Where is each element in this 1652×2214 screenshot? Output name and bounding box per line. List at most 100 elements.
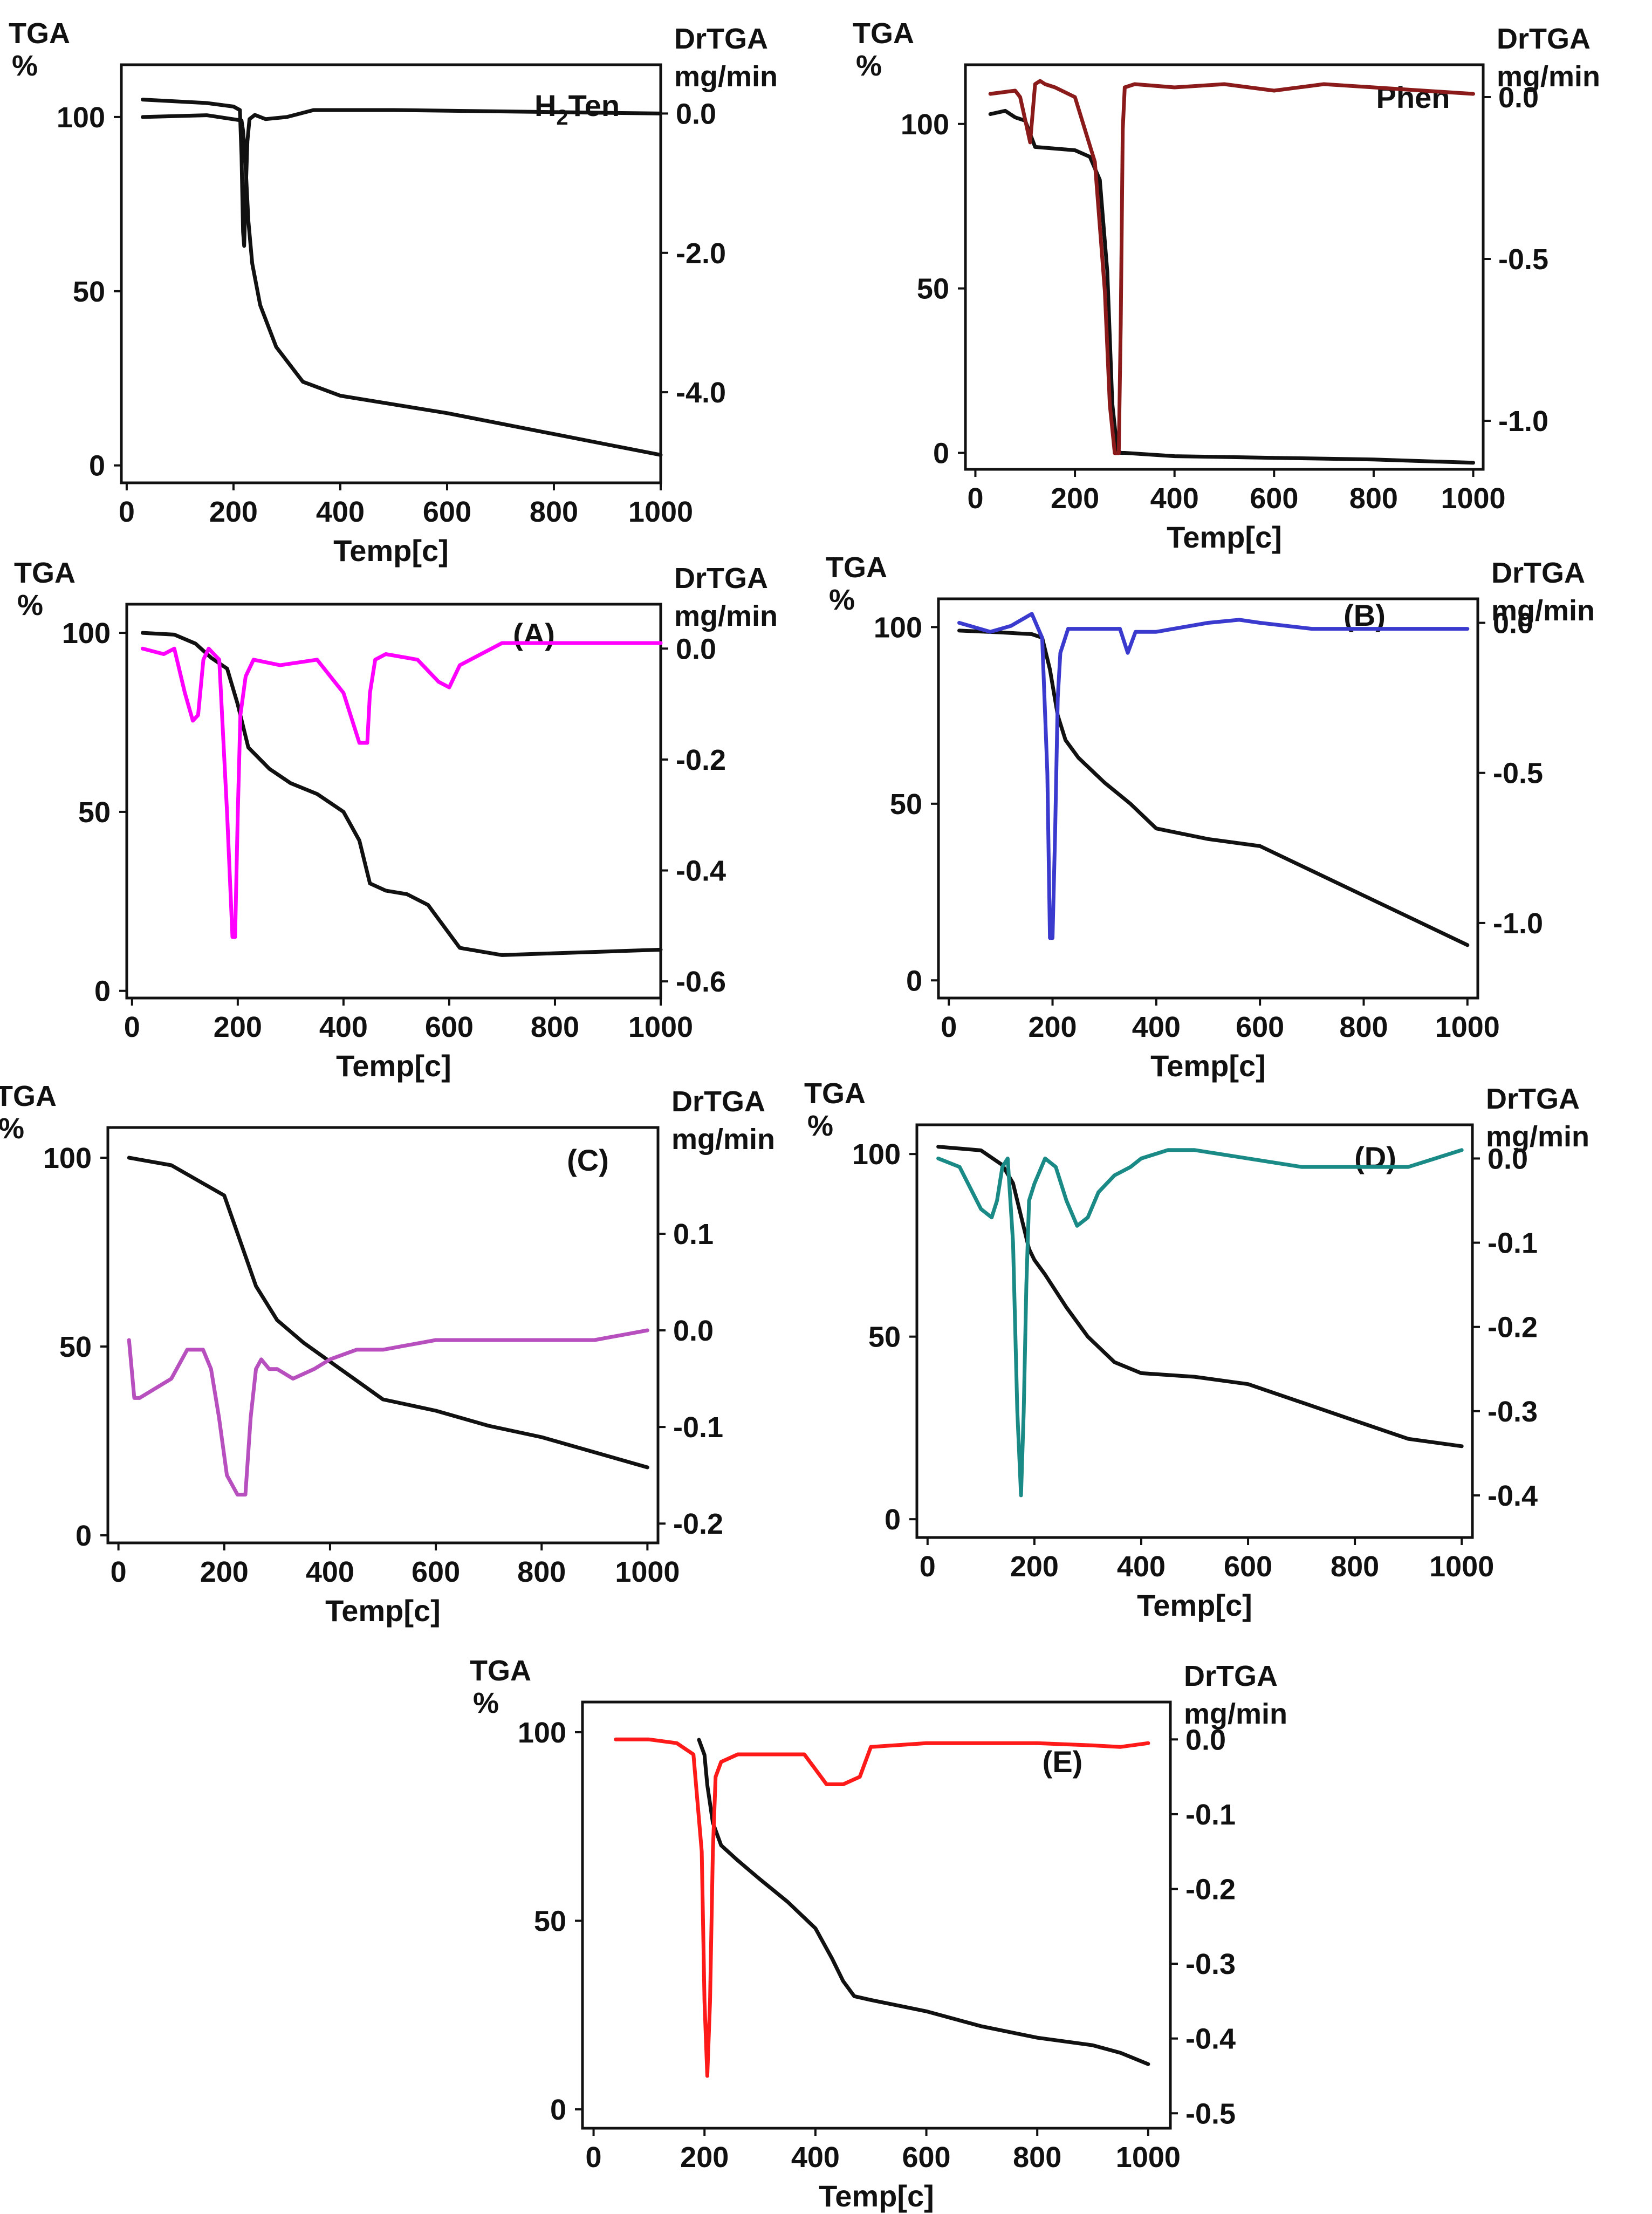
x-tick-label: 0: [941, 1011, 957, 1043]
x-tick-label: 400: [791, 2141, 840, 2174]
y-axis-label-tga: TGA: [470, 1655, 531, 1687]
x-tick-label: 200: [1010, 1550, 1059, 1583]
x-tick-label: 1000: [1429, 1550, 1494, 1583]
drtga-series-line: [127, 1328, 649, 1496]
y2-axis-label-drtga: DrTGA: [674, 23, 768, 55]
y2-tick-label: -0.2: [1185, 1873, 1236, 1905]
x-tick-label: 0: [920, 1550, 936, 1583]
x-tick-label: 1000: [628, 1011, 693, 1043]
x-tick-label: 800: [1331, 1550, 1379, 1583]
y2-tick-label: -0.2: [1488, 1311, 1538, 1344]
chart-panel-E: 0 200 400 600 800 1000 0 50 100 0.0 -0.1 -0.2 -0.3 -0…: [470, 1655, 1287, 2213]
y-tick-label: 100: [901, 108, 949, 141]
y-tick-label: 0: [76, 1520, 92, 1552]
x-tick-label: 600: [1224, 1550, 1272, 1583]
y2-axis-label-unit: mg/min: [1497, 60, 1600, 93]
y2-axis-label-unit: mg/min: [1491, 594, 1595, 627]
y2-tick-label: -0.1: [1488, 1227, 1538, 1260]
y-tick-label: 0: [550, 2094, 566, 2126]
y-axis-label-unit: %: [829, 584, 855, 616]
y2-tick-label: 0.0: [676, 633, 716, 665]
x-tick-label: 1000: [1441, 482, 1505, 515]
y-tick-label: 100: [518, 1717, 566, 1749]
x-tick-label: 400: [319, 1011, 368, 1043]
y-tick-label: 0: [906, 965, 922, 997]
x-tick-label: 600: [425, 1011, 474, 1043]
x-tick-label: 0: [967, 482, 983, 515]
y-tick-label: 50: [534, 1905, 566, 1937]
y2-tick-label: 0.0: [673, 1315, 714, 1347]
y2-axis-label-unit: mg/min: [674, 600, 778, 632]
y2-tick-label: -0.2: [673, 1508, 723, 1540]
y2-tick-label: -0.3: [1185, 1948, 1236, 1980]
y2-axis-label-unit: mg/min: [1184, 1698, 1287, 1730]
x-tick-label: 200: [1051, 482, 1099, 515]
x-tick-label: 400: [1117, 1550, 1166, 1583]
y-tick-label: 100: [874, 611, 922, 644]
y-tick-label: 0: [933, 438, 949, 470]
y2-tick-label: 0.0: [1498, 81, 1539, 114]
y2-tick-label: 0.0: [676, 98, 716, 130]
panel-label: (B): [1343, 598, 1386, 632]
x-tick-label: 1000: [1116, 2141, 1181, 2174]
y2-tick-label: -0.5: [1498, 243, 1548, 276]
x-tick-label: 800: [531, 1011, 579, 1043]
y2-axis-label-drtga: DrTGA: [674, 562, 768, 594]
y-tick-label: 50: [73, 276, 105, 308]
y2-tick-label: -0.1: [673, 1411, 723, 1444]
y-axis-label-unit: %: [473, 1687, 499, 1719]
x-tick-label: 200: [680, 2141, 729, 2174]
y-tick-label: 50: [868, 1321, 901, 1354]
y2-tick-label: 0.0: [1493, 607, 1533, 640]
x-tick-label: 400: [306, 1556, 354, 1588]
x-axis-label: Temp[c]: [333, 534, 449, 568]
x-tick-label: 800: [517, 1556, 566, 1588]
y2-tick-label: -0.5: [1493, 757, 1543, 790]
x-tick-label: 200: [214, 1011, 262, 1043]
y2-tick-label: 0.1: [673, 1218, 714, 1250]
y-axis-label-tga: TGA: [804, 1077, 866, 1110]
y-tick-label: 50: [890, 788, 922, 821]
x-axis-label: Temp[c]: [819, 2179, 934, 2213]
x-tick-label: 200: [1028, 1011, 1077, 1043]
y2-axis-label-unit: mg/min: [1486, 1120, 1589, 1153]
y2-axis-label-drtga: DrTGA: [1491, 557, 1585, 589]
y2-tick-label: -0.2: [676, 744, 726, 776]
plot-frame: [125, 603, 662, 1000]
x-tick-label: 0: [586, 2141, 602, 2174]
plot-frame: [964, 63, 1485, 471]
drtga-series-line: [141, 98, 663, 248]
x-axis-label: Temp[c]: [1167, 520, 1282, 554]
y2-axis-label-drtga: DrTGA: [671, 1085, 765, 1118]
panel-label: (D): [1354, 1140, 1396, 1174]
y-axis-label-tga: TGA: [14, 557, 76, 589]
y2-tick-label: -0.4: [1488, 1480, 1538, 1512]
drtga-series-line: [936, 1148, 1464, 1498]
y-tick-label: 100: [852, 1138, 901, 1171]
chart-panel-h2ten: 0 200 400 600 800 1000 0 50 100 0.0 -2.0 -4.0 Temp[c…: [9, 17, 778, 568]
drtga-series-line: [957, 612, 1470, 940]
tga-series-line: [988, 108, 1475, 465]
x-axis-label: Temp[c]: [336, 1049, 451, 1083]
x-tick-label: 600: [902, 2141, 950, 2174]
x-tick-label: 200: [200, 1556, 249, 1588]
x-axis-label: Temp[c]: [1137, 1588, 1252, 1622]
y-tick-label: 100: [43, 1142, 92, 1174]
x-tick-label: 400: [1132, 1011, 1181, 1043]
x-tick-label: 600: [1250, 482, 1298, 515]
y-axis-label-tga: TGA: [0, 1080, 57, 1112]
y2-axis-label-drtga: DrTGA: [1184, 1660, 1278, 1692]
plot-frame: [106, 1126, 660, 1545]
chart-panel-D: 0 200 400 600 800 1000 0 50 100 0.0 -0.1 -0.2 -0.3 -0…: [804, 1077, 1589, 1622]
panel-label: (E): [1043, 1745, 1083, 1779]
y2-tick-label: -0.4: [1185, 2023, 1236, 2055]
x-tick-label: 800: [1339, 1011, 1388, 1043]
y2-tick-label: 0.0: [1185, 1724, 1226, 1756]
y2-axis-label-unit: mg/min: [671, 1123, 775, 1156]
y-axis-label-unit: %: [807, 1110, 833, 1142]
y2-tick-label: -0.3: [1488, 1396, 1538, 1428]
y-tick-label: 0: [94, 975, 111, 1008]
y-tick-label: 0: [89, 450, 105, 482]
chart-panel-A: 0 200 400 600 800 1000 0 50 100 0.0 -0.2 -0.4 -0.6 Te…: [14, 557, 778, 1083]
